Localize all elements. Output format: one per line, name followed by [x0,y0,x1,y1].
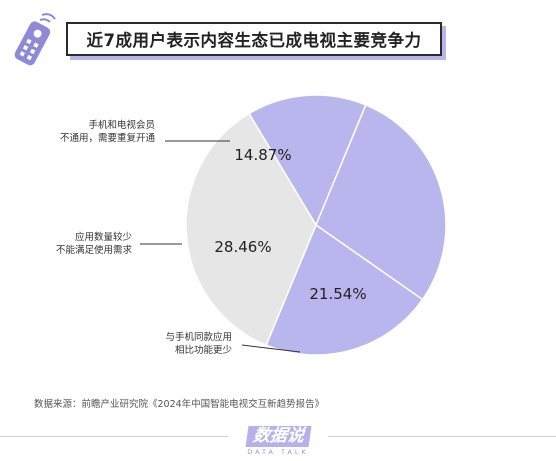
slice-value-label: 14.87% [234,146,291,164]
slice-category-label: 应用数量较少 [75,231,133,243]
slice-category-label: 手机和电视会员 [88,119,155,131]
pie-slice [248,94,367,227]
slice-category-label: 相比功能更少 [175,344,233,356]
chart-title: 近7成用户表示内容生态已成电视主要竞争力 [86,31,422,50]
tv-remote-icon [14,13,56,66]
brand-subtitle: DATA TALK [247,448,309,456]
pie-slice [315,103,447,301]
chart-header: 近7成用户表示内容生态已成电视主要竞争力 [6,12,446,66]
slice-category-label: 不通用，需要重复开通 [60,132,156,144]
slice-category-label: 与手机同款应用 [165,331,232,343]
leader-line [241,344,301,353]
pie-slice [265,223,424,356]
slice-value-label: 21.54% [309,285,366,303]
slice-value-label: 28.46% [214,238,271,256]
slice-category-label: 不能满足使用需求 [56,244,133,256]
pie-slice [185,112,317,347]
title-box: 近7成用户表示内容生态已成电视主要竞争力 [66,22,442,56]
brand-name: 数据说 [245,426,311,447]
brand-logo: 数据说 DATA TALK [228,424,328,460]
data-source: 数据来源：前瞻产业研究院《2024年中国智能电视交互新趋势报告》 [34,399,325,410]
